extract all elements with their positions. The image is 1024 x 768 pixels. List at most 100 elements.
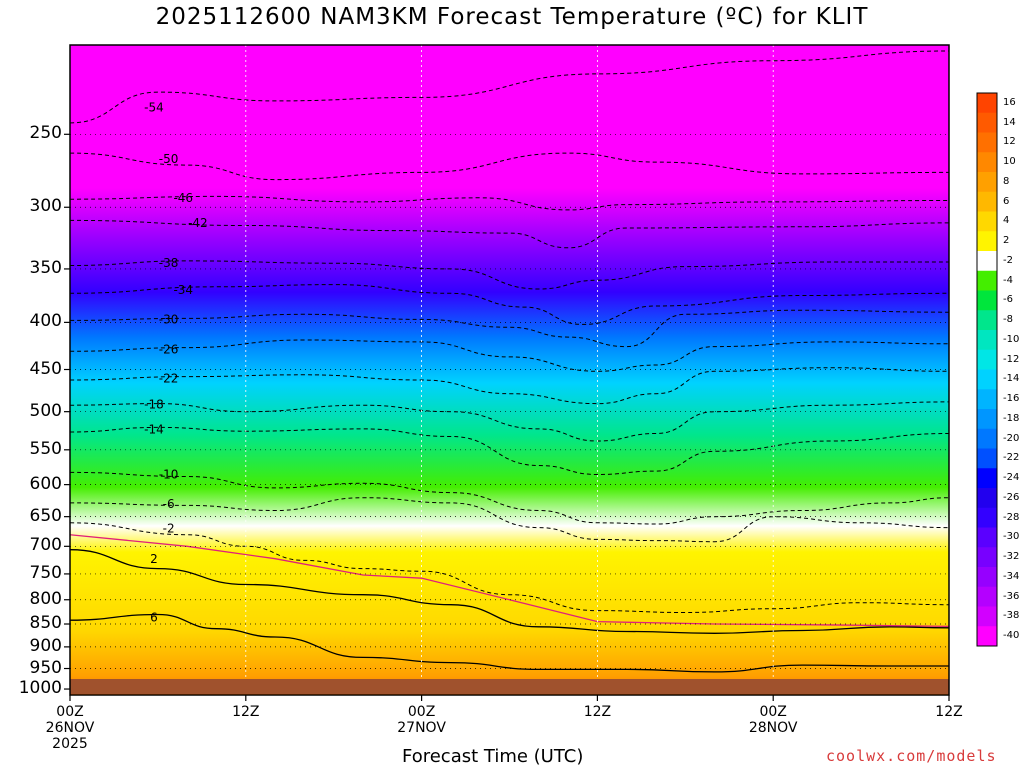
y-tick-label: 950	[29, 657, 62, 678]
colorbar-swatch	[977, 310, 997, 331]
colorbar-label: -30	[1003, 531, 1020, 543]
colorbar-label: -38	[1003, 610, 1020, 622]
isotherm--34	[69, 284, 950, 325]
colorbar-label: -22	[1003, 452, 1020, 464]
colorbar-swatch	[977, 468, 997, 489]
isotherm-2	[69, 549, 950, 634]
isotherm-label: 2	[150, 552, 158, 566]
colorbar-label: -28	[1003, 511, 1020, 523]
colorbar-swatch	[977, 172, 997, 193]
y-tick-label: 450	[29, 358, 62, 379]
x-tick-label: 12Z	[935, 704, 963, 720]
colorbar-swatch	[977, 93, 997, 114]
x-axis-title: Forecast Time (UTC)	[402, 746, 584, 767]
colorbar-swatch	[977, 606, 997, 627]
colorbar-label: 6	[1003, 195, 1010, 207]
colorbar-swatch	[977, 290, 997, 311]
isotherm-label: -26	[159, 342, 179, 356]
colorbar-swatch	[977, 191, 997, 212]
isotherm-label: -38	[159, 256, 179, 270]
x-tick-label: 00Z 27NOV	[397, 704, 446, 736]
colorbar-swatch	[977, 330, 997, 351]
colorbar-label: -2	[1003, 254, 1013, 266]
colorbar-label: -24	[1003, 472, 1020, 484]
y-tick-label: 400	[29, 311, 62, 332]
colorbar-label: 12	[1003, 136, 1016, 148]
colorbar-swatch	[977, 428, 997, 449]
chart-title: 2025112600 NAM3KM Forecast Temperature (…	[155, 4, 869, 30]
isotherm--2	[69, 522, 950, 614]
colorbar-label: -40	[1003, 630, 1020, 642]
y-tick-label: 550	[29, 438, 62, 459]
colorbar-swatch	[977, 211, 997, 232]
colorbar-swatch	[977, 409, 997, 430]
colorbar-label: -16	[1003, 393, 1020, 405]
isotherm-label: 6	[150, 610, 158, 624]
colorbar-label: -32	[1003, 551, 1020, 563]
isotherm-label: -2	[163, 522, 175, 536]
isotherm-6	[69, 613, 949, 673]
y-tick-label: 850	[29, 613, 62, 633]
colorbar-label: -14	[1003, 373, 1020, 385]
colorbar-swatch	[977, 488, 997, 509]
isotherm-label: -14	[144, 423, 164, 437]
colorbar-swatch	[977, 507, 997, 528]
axis-ticks	[64, 133, 950, 701]
isotherm--10	[69, 471, 950, 525]
colorbar-label: 4	[1003, 215, 1010, 227]
y-tick-label: 250	[29, 123, 62, 144]
isotherm-label: -10	[159, 467, 179, 481]
x-tick-label: 00Z 28NOV	[748, 704, 798, 736]
colorbar-swatch	[977, 112, 997, 133]
isotherm-label: -46	[173, 191, 193, 205]
y-tick-label: 750	[29, 562, 62, 583]
isotherm-lines: -54-50-46-42-38-34-30-26-22-18-14-10-6-2…	[69, 50, 950, 673]
x-tick-label: 00Z 26NOV 2025	[45, 704, 95, 752]
colorbar-swatch	[977, 586, 997, 607]
colorbar-label: -26	[1003, 491, 1020, 503]
credit-link[interactable]: coolwx.com/models	[826, 747, 997, 765]
x-tick-label: 12Z	[583, 704, 612, 720]
colorbar-swatch	[977, 448, 997, 469]
colorbar-swatch	[977, 251, 997, 272]
colorbar-swatch	[977, 626, 997, 647]
isotherm-label: -42	[188, 216, 208, 230]
colorbar-label: -10	[1003, 333, 1020, 345]
x-tick-label: 12Z	[232, 704, 260, 720]
colorbar-label: 8	[1003, 175, 1010, 187]
colorbar-frame	[976, 92, 998, 647]
isotherm-label: -30	[159, 312, 179, 326]
colorbar-swatch	[977, 231, 997, 252]
temperature-bands	[70, 45, 949, 695]
isotherm-label: -18	[144, 397, 164, 411]
colorbar-swatch	[977, 547, 997, 568]
colorbar-label: 16	[1003, 96, 1016, 108]
colorbar-label: 14	[1003, 116, 1016, 128]
colorbar-label: 10	[1003, 156, 1016, 168]
isotherm--38	[69, 260, 949, 290]
y-tick-label: 650	[29, 505, 62, 526]
colorbar-swatch	[977, 567, 997, 588]
y-tick-label: 300	[29, 196, 62, 217]
colorbar-swatch	[977, 132, 997, 153]
colorbar-swatch	[977, 270, 997, 291]
colorbar-label: -12	[1003, 353, 1020, 365]
temperature-field	[70, 45, 949, 695]
colorbar	[976, 92, 998, 647]
ground-strip	[70, 679, 949, 694]
isotherm-label: -54	[144, 101, 164, 115]
isotherm--30	[69, 309, 950, 348]
colorbar-label: -20	[1003, 432, 1020, 444]
isotherm-label: -6	[163, 497, 175, 511]
isotherm-label: -50	[159, 152, 179, 166]
isotherm--14	[69, 426, 950, 476]
colorbar-label: -18	[1003, 412, 1020, 424]
colorbar-label: -4	[1003, 274, 1013, 286]
freezing-line	[69, 534, 950, 628]
isotherm-label: -22	[159, 371, 179, 385]
y-tick-label: 1000	[18, 678, 62, 699]
colorbar-label: 2	[1003, 235, 1010, 247]
colorbar-swatch	[977, 152, 997, 173]
colorbar-label: -34	[1003, 570, 1020, 582]
isotherm--26	[69, 339, 950, 372]
